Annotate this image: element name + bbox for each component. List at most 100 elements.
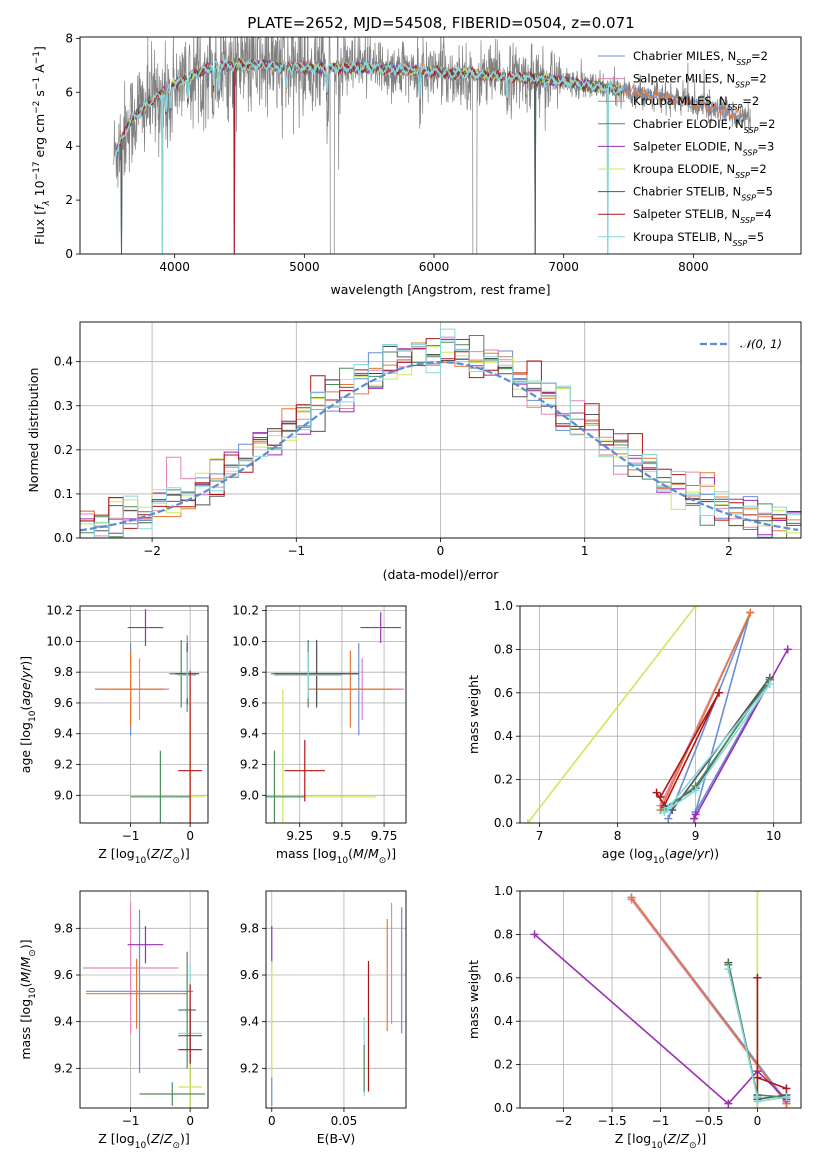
legend-label: Salpeter ELODIE, NSSP=3	[633, 139, 774, 157]
plot-area	[82, 902, 206, 1108]
x-tick-label: 1	[581, 544, 589, 558]
y-tick-label: 8	[65, 31, 73, 45]
grid	[520, 890, 801, 1109]
plot-area	[80, 328, 801, 538]
y-tick-label: 9.8	[54, 921, 73, 935]
panel-spectrum: 4000 5000 6000 7000 8000 0 2 4 6 8 wavelength [Ang…	[32, 31, 802, 297]
x-axis-label: E(B-V)	[317, 1131, 356, 1146]
panel-mass-vs-Z: −1 0 9.2 9.4 9.6 9.8 Z [log10(Z/Z⊙)] mass [log1…	[18, 890, 209, 1151]
y-tick-label: 1.0	[494, 599, 513, 613]
plot-area	[271, 902, 403, 1106]
y-tick-label: 0.1	[54, 487, 73, 501]
legend-label: 𝒩(0, 1)	[740, 337, 782, 351]
y-tick-label: 0.2	[494, 1058, 513, 1072]
y-tick-label: 9.4	[54, 1015, 73, 1029]
grid	[80, 891, 208, 1108]
weight-marker	[782, 1093, 791, 1102]
grid	[266, 606, 406, 823]
y-tick-label: 0.2	[494, 773, 513, 787]
x-axis-label: Z [log10(Z/Z⊙)]	[98, 846, 190, 866]
model-spectrum-7	[116, 57, 623, 254]
weight-marker	[530, 930, 539, 939]
x-axis-label: Z [log10(Z/Z⊙)]	[615, 1131, 707, 1151]
axes-frame	[79, 605, 209, 824]
y-tick-label: 6	[65, 85, 73, 99]
weight-marker	[753, 1073, 762, 1082]
panel-weight-vs-age: 7 8 9 10 0.0 0.2 0.4 0.6 0.8 1.0 age (log10(age/yr…	[466, 599, 802, 866]
y-tick-label: 0.0	[54, 531, 73, 545]
axes-frame	[79, 36, 802, 255]
panel-residuals: −2 −1 0 1 2 0.0 0.1 0.2 0.3 0.4 (data-model)/error…	[26, 321, 802, 582]
plot-area	[523, 606, 792, 823]
y-tick-label: 0.4	[494, 729, 513, 743]
x-tick-label: −1.5	[597, 1114, 626, 1128]
legend-label: Chabrier STELIB, NSSP=5	[633, 185, 773, 203]
y-tick-label: 0.3	[54, 399, 73, 413]
legend-label: Salpeter STELIB, NSSP=4	[633, 207, 772, 225]
x-tick-label: 0	[437, 544, 445, 558]
y-tick-label: 9.6	[54, 968, 73, 982]
legend-label: Kroupa STELIB, NSSP=5	[633, 230, 764, 248]
y-axis-label: Normed distribution	[26, 368, 41, 493]
weight-marker	[691, 810, 700, 819]
weight-marker	[724, 1099, 733, 1108]
x-tick-label: 10	[766, 829, 781, 843]
weight-series-5	[756, 977, 787, 1095]
weight-series-3	[630, 897, 788, 1105]
legend-label: Kroupa MILES, NSSP=2	[633, 94, 759, 112]
x-tick-label: 2	[725, 544, 733, 558]
y-tick-label: 9.6	[240, 696, 259, 710]
y-tick-label: 9.8	[54, 665, 73, 679]
y-tick-label: 0.0	[494, 816, 513, 830]
weight-series-8	[663, 683, 771, 813]
y-tick-label: 0.6	[494, 686, 513, 700]
y-tick-label: 2	[65, 193, 73, 207]
x-tick-label: 8000	[678, 260, 709, 274]
y-tick-label: 0.6	[494, 971, 513, 985]
x-tick-label: 9	[692, 829, 700, 843]
grid	[520, 605, 801, 824]
y-axis-label: mass weight	[466, 675, 481, 754]
x-tick-label: 7000	[548, 260, 579, 274]
normal-curve	[80, 360, 799, 532]
x-tick-label: −2	[143, 544, 161, 558]
x-tick-label: 9.5	[332, 829, 351, 843]
weight-marker	[691, 786, 700, 795]
plot-area	[94, 609, 206, 823]
x-tick-label: 0	[186, 829, 194, 843]
y-tick-label: 9.2	[54, 758, 73, 772]
x-tick-label: 4000	[159, 260, 190, 274]
x-tick-label: −0.5	[694, 1114, 723, 1128]
axes-frame	[265, 605, 407, 824]
legend-label: Chabrier MILES, NSSP=2	[633, 49, 768, 67]
weight-marker	[765, 680, 774, 689]
y-tick-label: 0.4	[54, 355, 73, 369]
axes-frame	[79, 890, 209, 1109]
x-tick-label: 0	[754, 1114, 762, 1128]
x-tick-label: −2	[555, 1114, 573, 1128]
panel-age-vs-Z: −1 0 9.0 9.2 9.4 9.6 9.8 10.0 10.2 Z [log10(Z/Z⊙)…	[18, 604, 209, 866]
weight-series-4	[533, 933, 788, 1105]
weight-marker	[664, 814, 673, 823]
y-tick-label: 9.0	[54, 788, 73, 802]
x-tick-label: 8	[614, 829, 622, 843]
y-tick-label: 9.2	[54, 1061, 73, 1075]
axes-frame	[519, 605, 802, 824]
y-tick-label: 9.8	[240, 921, 259, 935]
y-tick-label: 9.2	[240, 1061, 259, 1075]
y-tick-label: 0	[65, 247, 73, 261]
weight-marker	[523, 819, 532, 823]
weight-series-3	[659, 612, 752, 811]
weight-marker	[753, 891, 762, 895]
weight-marker	[652, 788, 661, 797]
x-tick-label: −1	[652, 1114, 670, 1128]
y-tick-label: 10.2	[46, 604, 73, 618]
y-tick-label: 9.6	[240, 968, 259, 982]
y-axis-label: mass [log10(M/M⊙)]	[18, 939, 38, 1059]
weight-marker	[783, 645, 792, 654]
x-axis-label: (data-model)/error	[383, 567, 500, 582]
panel-age-vs-mass: 9.25 9.5 9.75 9.0 9.2 9.4 9.6 9.8 10.0 10.2 mass […	[232, 604, 407, 866]
y-tick-label: 0.4	[494, 1014, 513, 1028]
x-tick-label: 5000	[289, 260, 320, 274]
y-tick-label: 9.8	[240, 665, 259, 679]
